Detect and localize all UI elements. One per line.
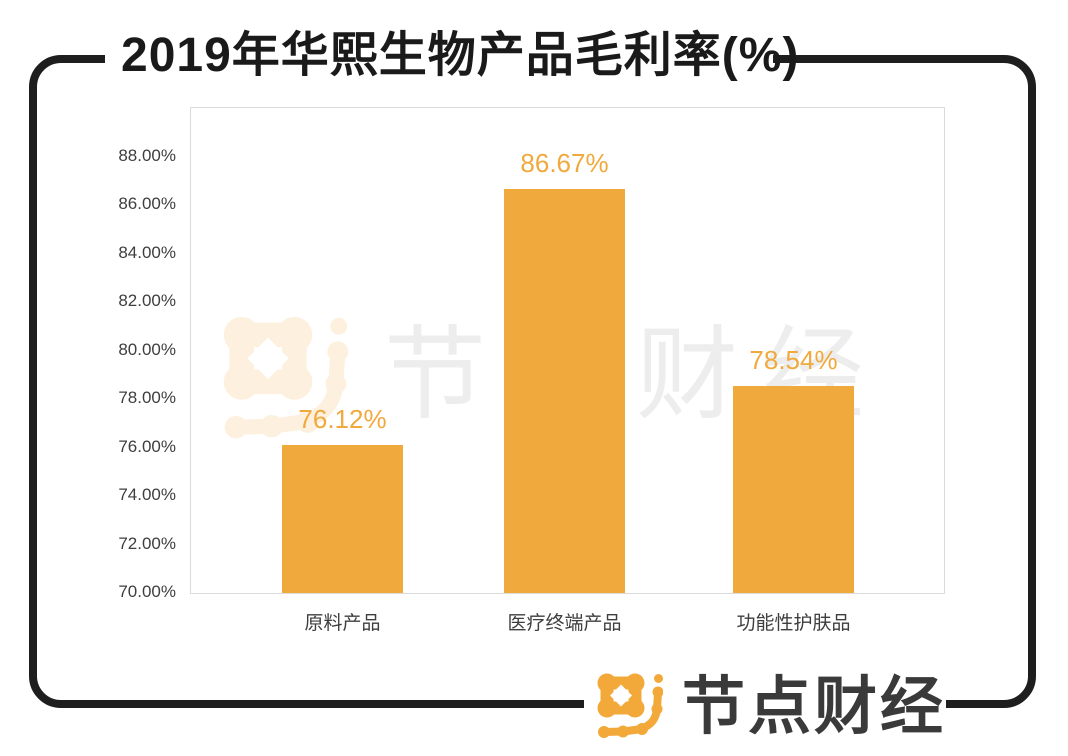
y-tick-label: 86.00% <box>118 194 176 213</box>
brand-name: 节点财经 <box>682 672 946 742</box>
y-tick-label: 82.00% <box>118 291 176 310</box>
frame-gap-top <box>105 44 773 72</box>
y-tick-label: 74.00% <box>118 485 176 504</box>
y-tick-label: 72.00% <box>118 533 176 553</box>
y-tick-label: 70.00% <box>118 582 176 601</box>
category-label: 医疗终端产品 <box>507 613 622 634</box>
chart-title: 2019年华熙生物产品毛利率(%) <box>121 29 800 82</box>
y-tick-label: 80.00% <box>118 339 176 359</box>
y-tick-label: 78.00% <box>118 388 176 407</box>
bar-value-label: 78.54% <box>749 345 838 375</box>
bar-value-label: 76.12% <box>298 404 387 434</box>
bar <box>504 189 625 593</box>
bar <box>282 445 403 593</box>
node-finance-molecule-icon <box>597 672 663 742</box>
category-label: 原料产品 <box>304 613 381 634</box>
plot-area: 节点财经 76.12% 原料产品 86.67% 医疗终端产品 78.54% 功能性护肤品 <box>190 107 945 634</box>
y-tick-label: 76.00% <box>118 436 176 456</box>
bar <box>733 386 854 593</box>
bar-group: 86.67% 医疗终端产品 <box>504 108 625 634</box>
bar-group: 78.54% 功能性护肤品 <box>733 108 854 634</box>
y-axis: 88.00% 86.00% 84.00% 82.00% 80.00% 78.00% 76.0… <box>80 107 176 602</box>
bar-group: 76.12% 原料产品 <box>282 108 403 634</box>
category-label: 功能性护肤品 <box>736 613 851 634</box>
bars-container: 76.12% 原料产品 86.67% 医疗终端产品 78.54% 功能性护肤品 <box>191 108 944 634</box>
y-tick-label: 84.00% <box>118 242 176 262</box>
bar-value-label: 86.67% <box>520 148 609 178</box>
y-tick-label: 88.00% <box>118 145 176 165</box>
frame-gap-bottom <box>584 691 946 719</box>
